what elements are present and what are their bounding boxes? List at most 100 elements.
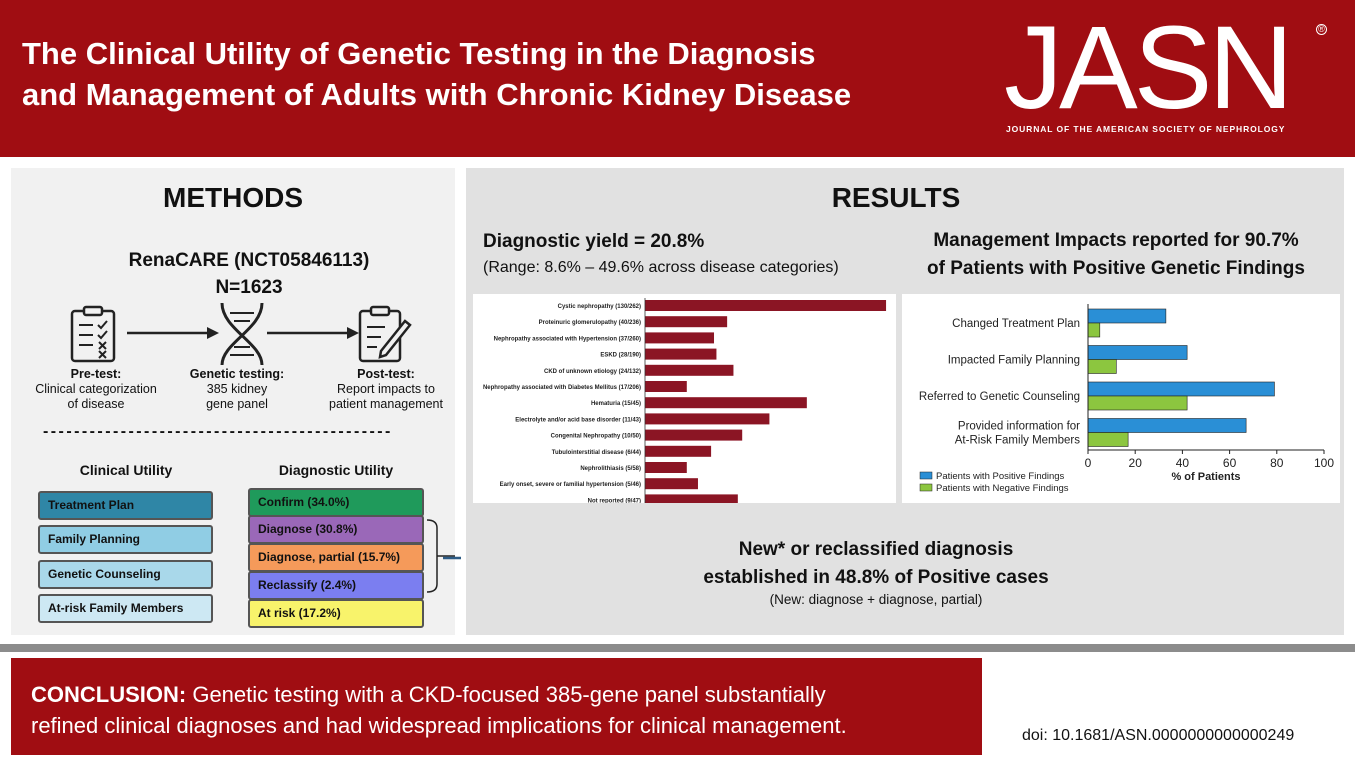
legend-swatch xyxy=(919,471,933,480)
arrow-right-icon xyxy=(127,327,219,339)
category-label: Provided information for xyxy=(958,421,1080,433)
diagnostic-yield-chart: Cystic nephropathy (130/262) Proteinuric … xyxy=(473,294,896,533)
category-label: Not reported (9/47) xyxy=(588,498,641,503)
logo-subtitle: JOURNAL OF THE AMERICAN SOCIETY OF NEPHR… xyxy=(1006,124,1286,134)
x-tick-label: 40 xyxy=(1176,456,1190,470)
jasn-logo: JASN ® JOURNAL OF THE AMERICAN SOCIETY O… xyxy=(1004,9,1327,140)
diagnostic-yield-svg: Cystic nephropathy (130/262) Proteinuric … xyxy=(483,298,892,533)
x-tick-label: 20 xyxy=(1129,456,1143,470)
x-tick-label: 60 xyxy=(1223,456,1237,470)
step-posttest: Post-test: Report impacts to patient man… xyxy=(316,367,456,412)
bar xyxy=(1087,432,1129,447)
mgmt-title: Management Impacts reported for 90.7% of… xyxy=(899,227,1333,283)
category-label: Nephropathy associated with Diabetes Mel… xyxy=(483,385,641,391)
bar xyxy=(1087,345,1188,360)
new-dx-note: (New: diagnose + diagnose, partial) xyxy=(769,592,983,607)
study-n: N=1623 xyxy=(215,277,283,298)
x-tick-label: 100 xyxy=(1314,456,1334,470)
step-pretest: Pre-test: Clinical categorization of dis… xyxy=(21,367,171,412)
new-dx-line: New* or reclassified diagnosis xyxy=(738,539,1014,560)
step-genetic-testing: Genetic testing: 385 kidney gene panel xyxy=(167,367,307,412)
bar xyxy=(645,316,728,328)
bar xyxy=(645,364,734,376)
category-label: Early onset, severe or familial hyperten… xyxy=(500,482,641,488)
bar xyxy=(645,348,717,360)
title-line-1: The Clinical Utility of Genetic Testing … xyxy=(22,36,816,71)
clinical-item-genetic-counseling: Genetic Counseling xyxy=(38,560,213,589)
conclusion-box: CONCLUSION: Genetic testing with a CKD-f… xyxy=(11,658,982,755)
methods-heading: METHODS xyxy=(163,182,303,213)
diagnostic-item-reclassify: Reclassify (2.4%) xyxy=(248,571,424,600)
clinical-item-at-risk-family: At-risk Family Members xyxy=(38,594,213,623)
clipboard-checklist-icon xyxy=(70,305,116,363)
diagnostic-item-diagnose-partial: Diagnose, partial (15.7%) xyxy=(248,543,424,572)
page-title: The Clinical Utility of Genetic Testing … xyxy=(22,33,982,115)
step-title: Genetic testing: xyxy=(189,367,285,381)
diagnostic-item-at-risk: At risk (17.2%) xyxy=(248,599,424,628)
results-panel: RESULTS Diagnostic yield = 20.8% (Range:… xyxy=(466,168,1344,635)
legend-label: Patients with Positive Findings xyxy=(936,471,1065,482)
step-line: Clinical categorization xyxy=(35,382,157,396)
bar xyxy=(645,445,712,457)
bar xyxy=(1087,308,1167,324)
bar xyxy=(1087,418,1247,433)
conclusion-line-2: refined clinical diagnoses and had wides… xyxy=(31,713,847,738)
mgmt-title-line: Management Impacts reported for 90.7% xyxy=(933,230,1299,251)
bar xyxy=(645,413,770,425)
diagnostic-item-confirm: Confirm (34.0%) xyxy=(248,488,424,517)
step-line: patient management xyxy=(329,397,443,411)
step-line: 385 kidney xyxy=(206,382,268,396)
new-dx-line: established in 48.8% of Positive cases xyxy=(703,567,1049,588)
conclusion-text: Genetic testing with a CKD-focused 385-g… xyxy=(186,682,826,707)
conclusion-line-1: CONCLUSION: Genetic testing with a CKD-f… xyxy=(31,679,982,710)
step-line: gene panel xyxy=(206,397,268,411)
x-tick-label: 0 xyxy=(1085,456,1092,470)
category-label: Referred to Genetic Counseling xyxy=(919,391,1080,403)
separator-bar xyxy=(0,644,1355,652)
arrow-right-icon xyxy=(267,327,359,339)
divider: - - - - - - - - - - - - - - - - - - - - … xyxy=(43,423,390,440)
clinical-utility-heading: Clinical Utility xyxy=(79,462,173,478)
dna-icon xyxy=(220,302,264,366)
step-title: Pre-test: xyxy=(70,367,122,381)
clinical-item-family-planning: Family Planning xyxy=(38,525,213,554)
new-diagnosis-callout: New* or reclassified diagnosis establish… xyxy=(656,536,1096,592)
bar xyxy=(1087,395,1188,411)
bar xyxy=(645,397,807,409)
clipboard-edit-icon xyxy=(358,305,412,363)
diagnostic-item-diagnose: Diagnose (30.8%) xyxy=(248,515,424,544)
category-label: Proteinuric glomerulopathy (40/236) xyxy=(539,320,641,326)
category-label: ESKD (28/190) xyxy=(600,353,641,359)
category-label: Tubulointerstitial disease (6/44) xyxy=(552,450,641,456)
x-axis-label: % of Patients xyxy=(1171,471,1240,483)
yield-title: Diagnostic yield = 20.8% xyxy=(483,231,705,252)
category-label: Impacted Family Planning xyxy=(948,355,1080,367)
study-title: RenaCARE (NCT05846113) N=1623 xyxy=(11,247,487,301)
bar xyxy=(1087,359,1117,374)
bar xyxy=(645,462,687,473)
category-label: CKD of unknown etiology (24/132) xyxy=(544,369,641,375)
step-line: Report impacts to xyxy=(337,382,435,396)
registered-mark: ® xyxy=(1316,24,1327,35)
methods-panel: METHODS RenaCARE (NCT05846113) N=1623 xyxy=(11,168,455,635)
study-name: RenaCARE (NCT05846113) xyxy=(128,250,370,271)
bar xyxy=(645,478,698,490)
results-heading: RESULTS xyxy=(831,182,961,213)
category-label: Hematuria (15/45) xyxy=(591,401,641,407)
category-label: Cystic nephropathy (130/262) xyxy=(558,304,641,310)
conclusion-label: CONCLUSION: xyxy=(31,682,187,707)
legend-label: Patients with Negative Findings xyxy=(936,483,1069,494)
category-label: Changed Treatment Plan xyxy=(952,318,1080,330)
x-tick-label: 80 xyxy=(1270,456,1284,470)
category-label: Congenital Nephropathy (10/50) xyxy=(551,434,641,440)
management-impact-svg: Changed Treatment Plan Impacted Family Pl… xyxy=(919,304,1334,494)
bar xyxy=(645,494,738,506)
bar xyxy=(645,381,687,392)
header-banner: The Clinical Utility of Genetic Testing … xyxy=(0,0,1355,157)
bar xyxy=(645,429,743,441)
bar xyxy=(645,332,715,344)
bar xyxy=(1087,381,1275,397)
step-line: of disease xyxy=(67,397,125,411)
step-title: Post-test: xyxy=(357,367,415,381)
category-label: Nephrolithiasis (5/58) xyxy=(580,466,641,472)
